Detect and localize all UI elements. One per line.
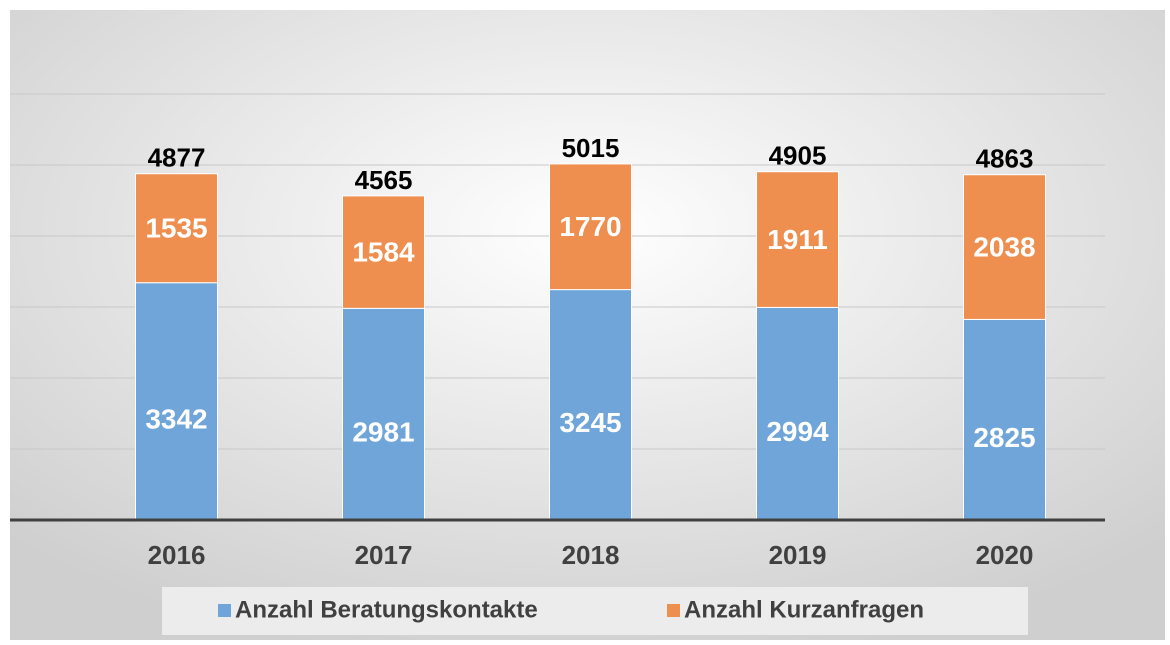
value-label: 2994 (766, 416, 829, 447)
bar-segment (549, 163, 632, 291)
x-tick-label: 2018 (562, 540, 620, 570)
value-label: 3342 (145, 404, 207, 435)
legend-label: Anzahl Kurzanfragen (684, 596, 924, 623)
value-label: 2038 (973, 231, 1035, 262)
x-tick-label: 2019 (769, 540, 827, 570)
total-label: 4877 (148, 143, 206, 173)
bar-segment (756, 306, 839, 521)
bar-segment (135, 173, 218, 284)
value-label: 1770 (559, 211, 621, 242)
x-tick-label: 2016 (148, 540, 206, 570)
value-label: 1535 (145, 213, 207, 244)
bar-segment (963, 174, 1046, 320)
bar-segment (549, 289, 632, 521)
total-label: 4565 (355, 165, 413, 195)
legend-swatch (667, 604, 680, 617)
x-tick-label: 2017 (355, 540, 413, 570)
bar-segment (756, 171, 839, 308)
value-label: 2825 (973, 422, 1035, 453)
x-tick-label: 2020 (976, 540, 1034, 570)
total-label: 4863 (976, 144, 1034, 174)
bar-segment (342, 307, 425, 521)
bar-segment (963, 318, 1046, 521)
value-label: 2981 (352, 417, 414, 448)
value-label: 1911 (767, 224, 828, 255)
legend-swatch (218, 604, 231, 617)
total-label: 5015 (562, 133, 620, 163)
legend-label: Anzahl Beratungskontakte (235, 596, 538, 623)
bar-segment (342, 195, 425, 309)
legend-box (162, 587, 1028, 635)
value-label: 3245 (559, 407, 621, 438)
total-label: 4905 (769, 141, 827, 171)
value-label: 1584 (352, 237, 415, 268)
bar-segment (135, 282, 218, 521)
